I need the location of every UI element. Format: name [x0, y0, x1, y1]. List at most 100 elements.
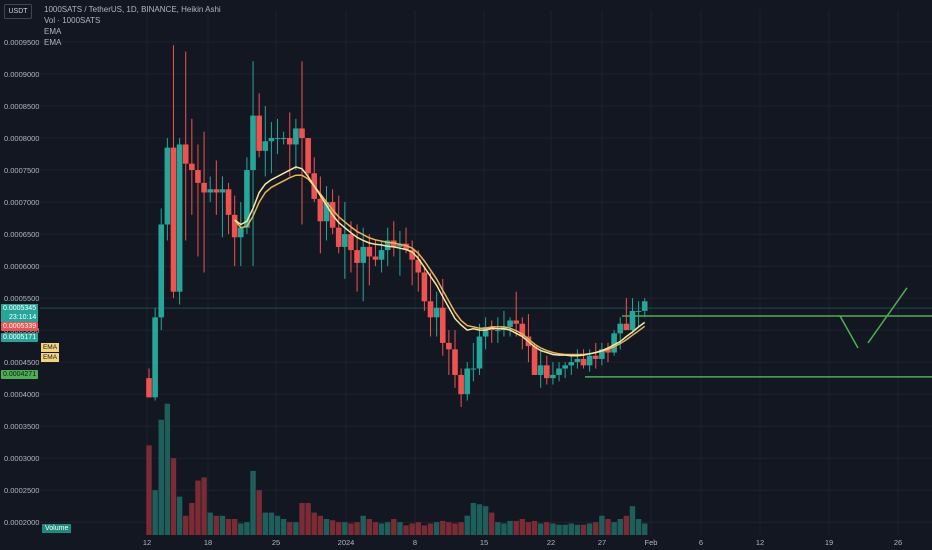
volume-bar: [336, 522, 342, 535]
volume-bars: [146, 403, 648, 535]
candle-body: [146, 378, 152, 398]
projection-line-down: [839, 315, 859, 349]
currency-badge[interactable]: USDT: [4, 4, 32, 19]
volume-bar: [164, 403, 171, 535]
volume-bar: [305, 502, 311, 535]
candle-body: [152, 317, 158, 398]
volume-bar: [207, 512, 213, 535]
volume-bar: [586, 523, 593, 535]
volume-bar: [519, 518, 526, 535]
volume-bar: [464, 515, 470, 535]
candle-body: [372, 256, 379, 260]
x-tick-label: 25: [272, 538, 280, 547]
volume-bar: [507, 520, 513, 535]
candle-body: [219, 189, 226, 193]
volume-bar: [409, 523, 415, 535]
volume-bar: [195, 480, 201, 535]
x-tick-label: 12: [756, 538, 764, 547]
grid-lines: [40, 10, 932, 535]
candle-body: [519, 323, 526, 337]
ema-indicator-label-1[interactable]: EMA: [44, 27, 62, 36]
candle-body: [207, 189, 213, 193]
candle-body: [299, 128, 305, 139]
ema-indicator-label-2[interactable]: EMA: [44, 38, 62, 47]
volume-bar: [354, 522, 360, 535]
candle-body: [641, 301, 648, 311]
time-axis[interactable]: 12 18 25 2024 8 15 22 27 Feb 6 12 19 26: [143, 538, 902, 547]
volume-bar: [629, 506, 636, 535]
candle-body: [170, 147, 177, 292]
candle-body: [446, 342, 452, 350]
candle-body: [629, 310, 636, 331]
volume-bar: [225, 518, 232, 535]
volume-bar: [544, 522, 550, 535]
drawing-annotations[interactable]: [585, 287, 932, 378]
candle-body: [378, 250, 385, 260]
volume-bar: [531, 520, 538, 535]
candle-body: [384, 240, 391, 251]
volume-bar: [384, 522, 391, 535]
candle-body: [415, 259, 422, 273]
candle-body: [464, 368, 471, 395]
volume-bar: [635, 518, 642, 535]
candle-body: [568, 362, 575, 366]
y-tick-label: 0.0004500: [4, 358, 39, 367]
volume-indicator-label[interactable]: Vol · 1000SATS: [44, 16, 101, 25]
candle-body: [433, 307, 440, 318]
candle-body: [495, 330, 501, 332]
volume-bar: [397, 522, 403, 535]
candle-body: [403, 243, 409, 251]
volume-bar: [568, 523, 574, 535]
x-tick-label: 6: [699, 538, 703, 547]
volume-bar: [268, 512, 275, 535]
candle-body: [599, 349, 605, 359]
candle-body: [305, 138, 311, 174]
candle-body: [189, 163, 195, 171]
volume-bar: [446, 522, 452, 535]
volume-bar: [617, 518, 623, 535]
candle-body: [250, 115, 256, 171]
price-axis[interactable]: 0.0009500 0.0009000 0.0008500 0.0008000 0.00…: [4, 38, 39, 527]
volume-bar: [176, 496, 183, 535]
support-price-tag: 0.0004271: [1, 370, 39, 379]
volume-bar: [219, 515, 226, 535]
volume-bar: [158, 419, 164, 535]
x-tick-label: 27: [598, 538, 606, 547]
candle-body: [164, 147, 171, 225]
candle-body: [580, 358, 587, 366]
candle-body: [280, 138, 287, 140]
volume-bar: [378, 523, 385, 535]
x-tick-label: 12: [143, 538, 151, 547]
y-tick-label: 0.0005500: [4, 294, 39, 303]
x-tick-label: 8: [413, 538, 417, 547]
candle-body: [476, 336, 483, 369]
volume-bar: [470, 502, 477, 535]
candle-body: [531, 346, 538, 375]
red-price-tag: 0.0005339: [1, 322, 39, 331]
candle-body: [611, 333, 617, 353]
candle-body: [317, 198, 324, 222]
candle-body: [482, 326, 489, 337]
y-tick-label: 0.0007500: [4, 166, 39, 175]
volume-bar: [238, 523, 244, 535]
candle-body: [225, 189, 232, 215]
candle-body: [238, 227, 244, 238]
volume-bar: [562, 524, 568, 535]
volume-bar: [495, 522, 501, 535]
volume-bar: [550, 523, 556, 535]
volume-bar: [287, 522, 293, 535]
candle-body: [605, 349, 611, 353]
volume-bar: [427, 523, 434, 535]
volume-bar: [489, 512, 495, 535]
volume-bar: [360, 515, 366, 535]
volume-bar: [403, 525, 409, 535]
volume-bar: [642, 523, 648, 535]
candle-body: [286, 138, 293, 145]
candle-body: [586, 355, 593, 366]
volume-bar: [501, 523, 507, 535]
projection-line-up: [867, 287, 908, 344]
candle-body: [439, 307, 446, 343]
candle-body: [550, 374, 556, 379]
y-tick-label: 0.0006000: [4, 262, 39, 271]
